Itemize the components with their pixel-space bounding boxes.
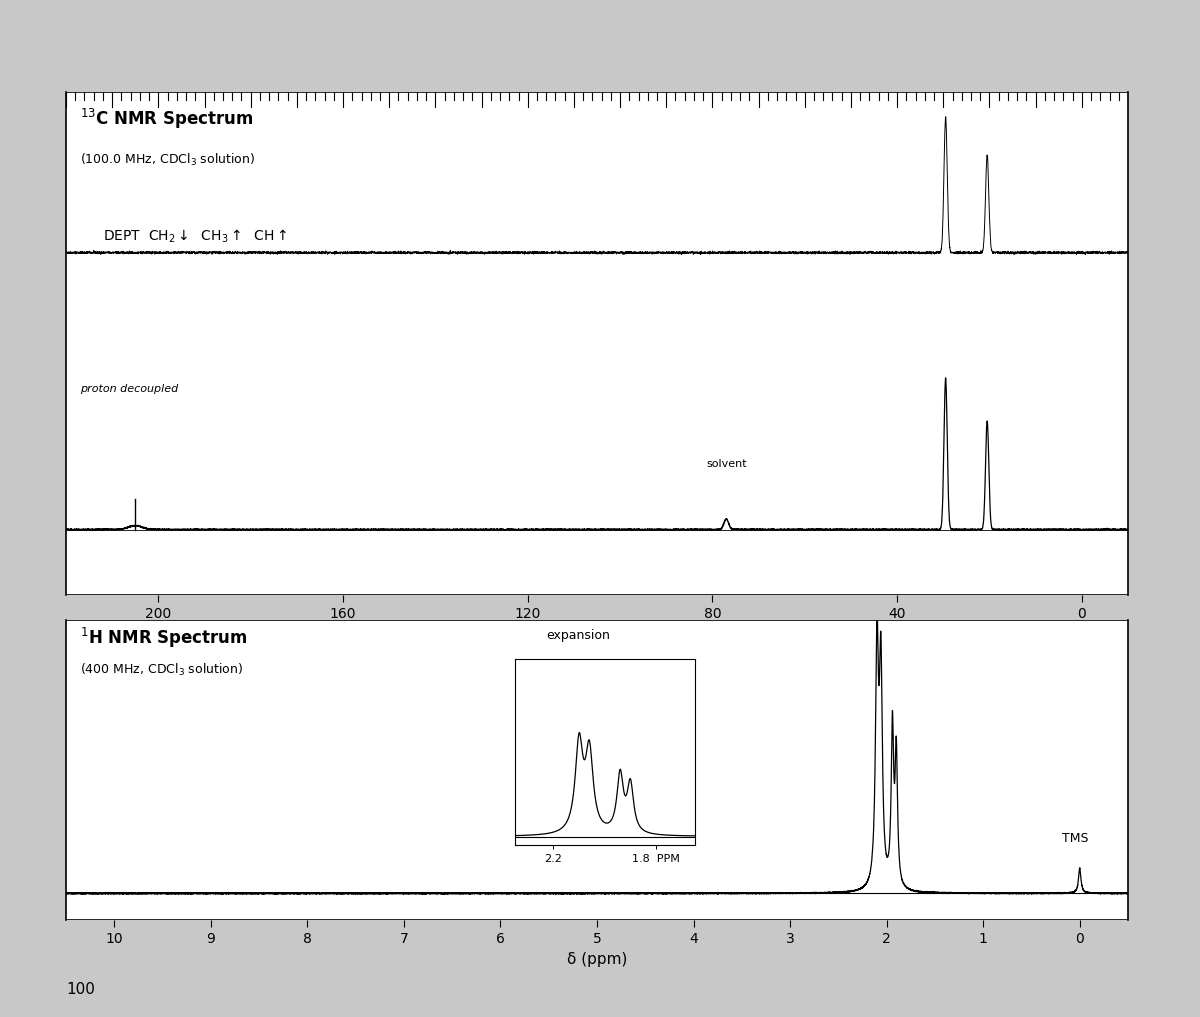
Text: TMS: TMS	[1062, 832, 1088, 845]
Text: $^{1}$H NMR Spectrum: $^{1}$H NMR Spectrum	[80, 626, 247, 651]
Text: DEPT  CH$_2\downarrow$  CH$_3\uparrow$  CH$\uparrow$: DEPT CH$_2\downarrow$ CH$_3\uparrow$ CH$…	[103, 228, 287, 245]
Text: solvent: solvent	[706, 459, 746, 469]
Text: (100.0 MHz, CDCl$_3$ solution): (100.0 MHz, CDCl$_3$ solution)	[80, 152, 256, 168]
X-axis label: δ (ppm): δ (ppm)	[566, 952, 628, 967]
Text: (400 MHz, CDCl$_3$ solution): (400 MHz, CDCl$_3$ solution)	[80, 662, 244, 678]
Text: expansion: expansion	[546, 630, 610, 643]
Text: 100: 100	[66, 981, 95, 997]
X-axis label: δ (ppm): δ (ppm)	[566, 626, 628, 642]
Text: $^{13}$C NMR Spectrum: $^{13}$C NMR Spectrum	[80, 107, 253, 131]
Text: proton decoupled: proton decoupled	[80, 383, 178, 394]
